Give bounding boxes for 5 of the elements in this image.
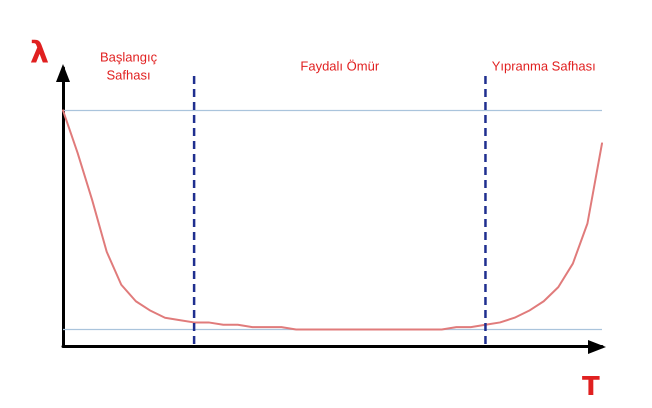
text: Başlangıç Safhası [100, 50, 158, 82]
text: Faydalı Ömür [300, 58, 380, 74]
x-axis-title: T [582, 372, 600, 402]
text: Yıpranma Safhası [492, 58, 596, 74]
y-axis-title: λ [30, 36, 50, 70]
